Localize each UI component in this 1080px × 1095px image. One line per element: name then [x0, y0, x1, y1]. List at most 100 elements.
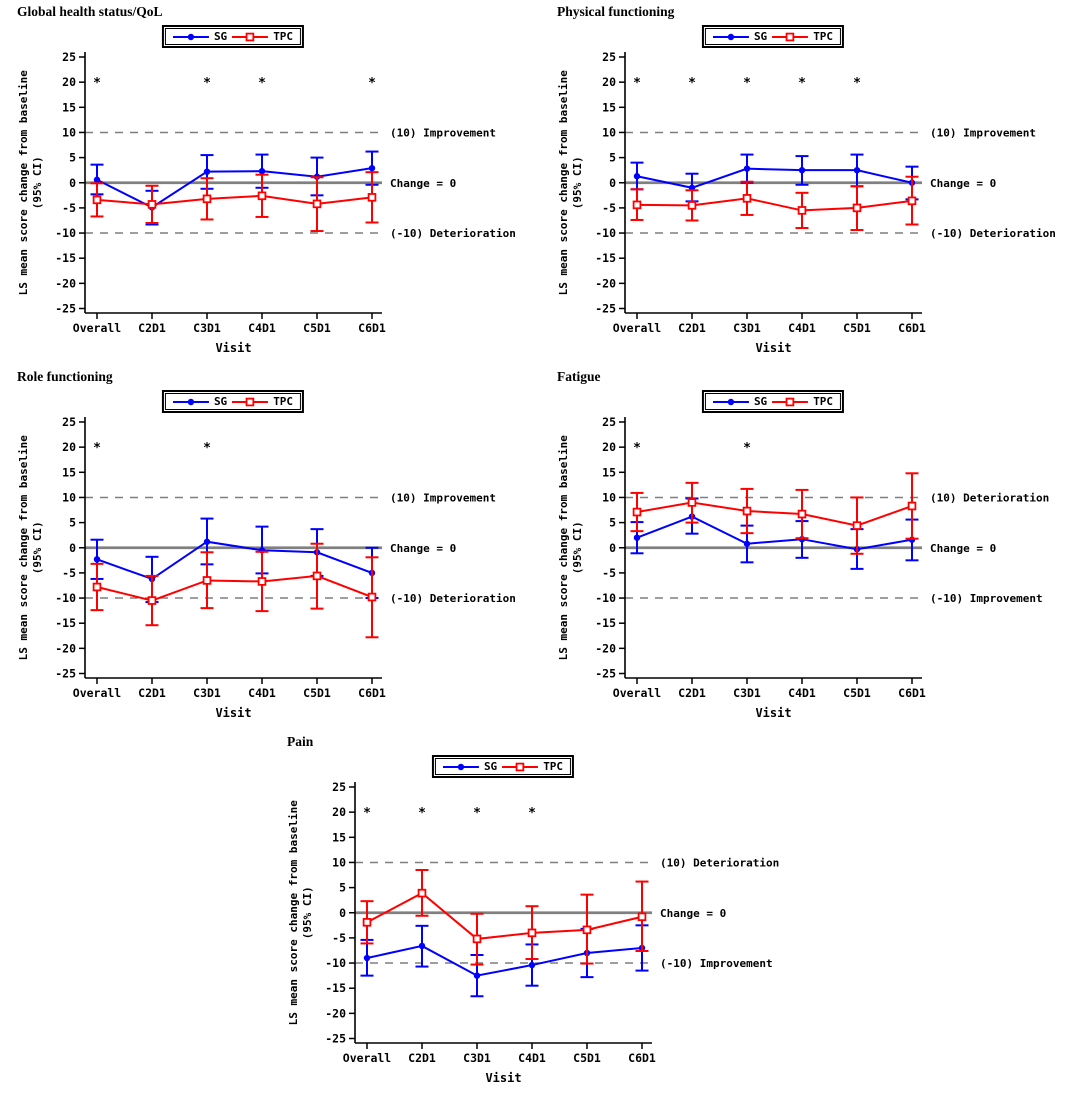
- sg-marker: [633, 173, 641, 180]
- y-axis-title-line2: (95% CI): [31, 156, 44, 209]
- y-tick-label: 15: [62, 465, 76, 479]
- sg-legend-circle: [727, 398, 735, 405]
- tpc-marker: [907, 196, 917, 206]
- sg-legend-circle: [187, 398, 195, 405]
- legend: SG TPC: [161, 390, 305, 413]
- y-tick-label: -10: [595, 226, 616, 240]
- x-axis-title: Visit: [485, 1071, 521, 1085]
- y-tick-label: -15: [595, 251, 616, 265]
- tpc-legend-marker-icon: [232, 32, 269, 42]
- y-tick-label: 0: [609, 176, 616, 190]
- legend-box: SG TPC: [164, 28, 302, 45]
- tpc-legend-marker-icon: [502, 762, 539, 772]
- ref-line-label: (10) Improvement: [390, 126, 496, 139]
- plot-pain: (10) Deterioration Change = 0 (-10) Improv…: [287, 780, 779, 1085]
- x-axis-title: Visit: [215, 341, 251, 355]
- chart-title: Global health status/QoL: [17, 4, 163, 19]
- x-tick-label: C5D1: [573, 1051, 601, 1065]
- tpc-legend-square: [245, 397, 255, 406]
- y-axis-title-line2: (95% CI): [301, 886, 314, 939]
- tpc-series: [90, 171, 379, 233]
- y-tick-label: -25: [55, 302, 76, 316]
- y-tick-label: 25: [602, 415, 616, 429]
- y-tick-label: -15: [55, 616, 76, 630]
- chart-title: Fatigue: [557, 369, 601, 384]
- tpc-marker: [907, 501, 917, 511]
- sg-marker: [363, 954, 371, 962]
- tpc-marker: [632, 200, 642, 210]
- y-tick-label: -25: [595, 667, 616, 681]
- plot-role-functioning: (10) Improvement Change = 0 (-10) Deterior…: [17, 415, 516, 720]
- significance-asterisk: *: [633, 441, 641, 456]
- significance-asterisk: *: [368, 76, 376, 91]
- sg-marker: [528, 961, 536, 969]
- tpc-marker: [367, 193, 377, 202]
- legend: SG TPC: [701, 390, 845, 413]
- tpc-marker: [632, 507, 642, 517]
- ref-line-label: (10) Improvement: [390, 491, 496, 504]
- tpc-legend-marker-icon: [772, 397, 809, 407]
- y-tick-label: 20: [602, 75, 616, 89]
- y-axis-title-line2: (95% CI): [31, 521, 44, 574]
- ref-line-label: Change = 0: [660, 907, 726, 920]
- chart-title: Role functioning: [17, 369, 113, 384]
- y-tick-label: 20: [62, 440, 76, 454]
- sg-marker: [368, 164, 376, 172]
- legend-box: SG TPC: [434, 758, 572, 775]
- x-tick-label: C2D1: [138, 686, 166, 700]
- y-tick-label: 20: [62, 75, 76, 89]
- x-tick-label: C4D1: [248, 321, 276, 335]
- significance-asterisk: *: [203, 76, 211, 91]
- y-tick-label: -5: [62, 201, 76, 215]
- y-tick-label: -20: [325, 1006, 346, 1020]
- sg-legend-marker-icon: [172, 32, 209, 42]
- y-tick-label: 10: [62, 490, 76, 504]
- y-axis-title-line2: (95% CI): [571, 521, 584, 574]
- x-tick-label: C5D1: [303, 321, 331, 335]
- ref-line-label: (10) Deterioration: [660, 856, 779, 869]
- y-tick-label: -10: [595, 591, 616, 605]
- sg-legend-label: SG: [753, 395, 768, 408]
- tpc-marker: [367, 592, 377, 602]
- significance-asterisk: *: [743, 441, 751, 456]
- sg-marker: [798, 166, 806, 174]
- y-tick-label: 15: [62, 100, 76, 114]
- ref-line-label: (10) Deterioration: [930, 491, 1049, 504]
- sg-marker: [743, 165, 751, 172]
- x-tick-label: Overall: [613, 321, 662, 335]
- tpc-marker: [852, 521, 862, 530]
- y-axis-title-line1: LS mean score change from baseline: [557, 435, 570, 661]
- tpc-legend-square: [785, 397, 795, 406]
- tpc-legend-label: TPC: [273, 395, 294, 408]
- y-tick-label: -20: [55, 641, 76, 655]
- tpc-series: [630, 175, 919, 232]
- sg-marker: [473, 972, 481, 979]
- legend: SG TPC: [161, 25, 305, 48]
- x-tick-label: C3D1: [193, 686, 221, 700]
- x-tick-label: C2D1: [678, 321, 706, 335]
- y-axis-title-line1: LS mean score change from baseline: [17, 435, 30, 661]
- tpc-line: [366, 891, 643, 940]
- x-tick-label: C3D1: [733, 686, 761, 700]
- y-tick-label: -10: [325, 956, 346, 970]
- y-tick-label: 25: [332, 780, 346, 794]
- x-tick-label: Overall: [343, 1051, 392, 1065]
- x-tick-label: C2D1: [138, 321, 166, 335]
- tpc-marker: [582, 925, 592, 935]
- y-tick-label: 15: [602, 465, 616, 479]
- tpc-marker: [202, 576, 212, 585]
- x-tick-label: Overall: [613, 686, 662, 700]
- significance-asterisk: *: [798, 76, 806, 91]
- tpc-legend-label: TPC: [813, 30, 834, 43]
- sg-marker: [203, 538, 211, 545]
- sg-legend-marker-icon: [712, 32, 749, 42]
- y-tick-label: 25: [62, 415, 76, 429]
- x-tick-label: C6D1: [358, 686, 386, 700]
- sg-line: [636, 515, 913, 551]
- tpc-line: [636, 197, 913, 212]
- sg-legend-label: SG: [753, 30, 768, 43]
- tpc-legend-label: TPC: [543, 760, 564, 773]
- y-tick-label: 0: [609, 541, 616, 555]
- legend-box: SG TPC: [704, 28, 842, 45]
